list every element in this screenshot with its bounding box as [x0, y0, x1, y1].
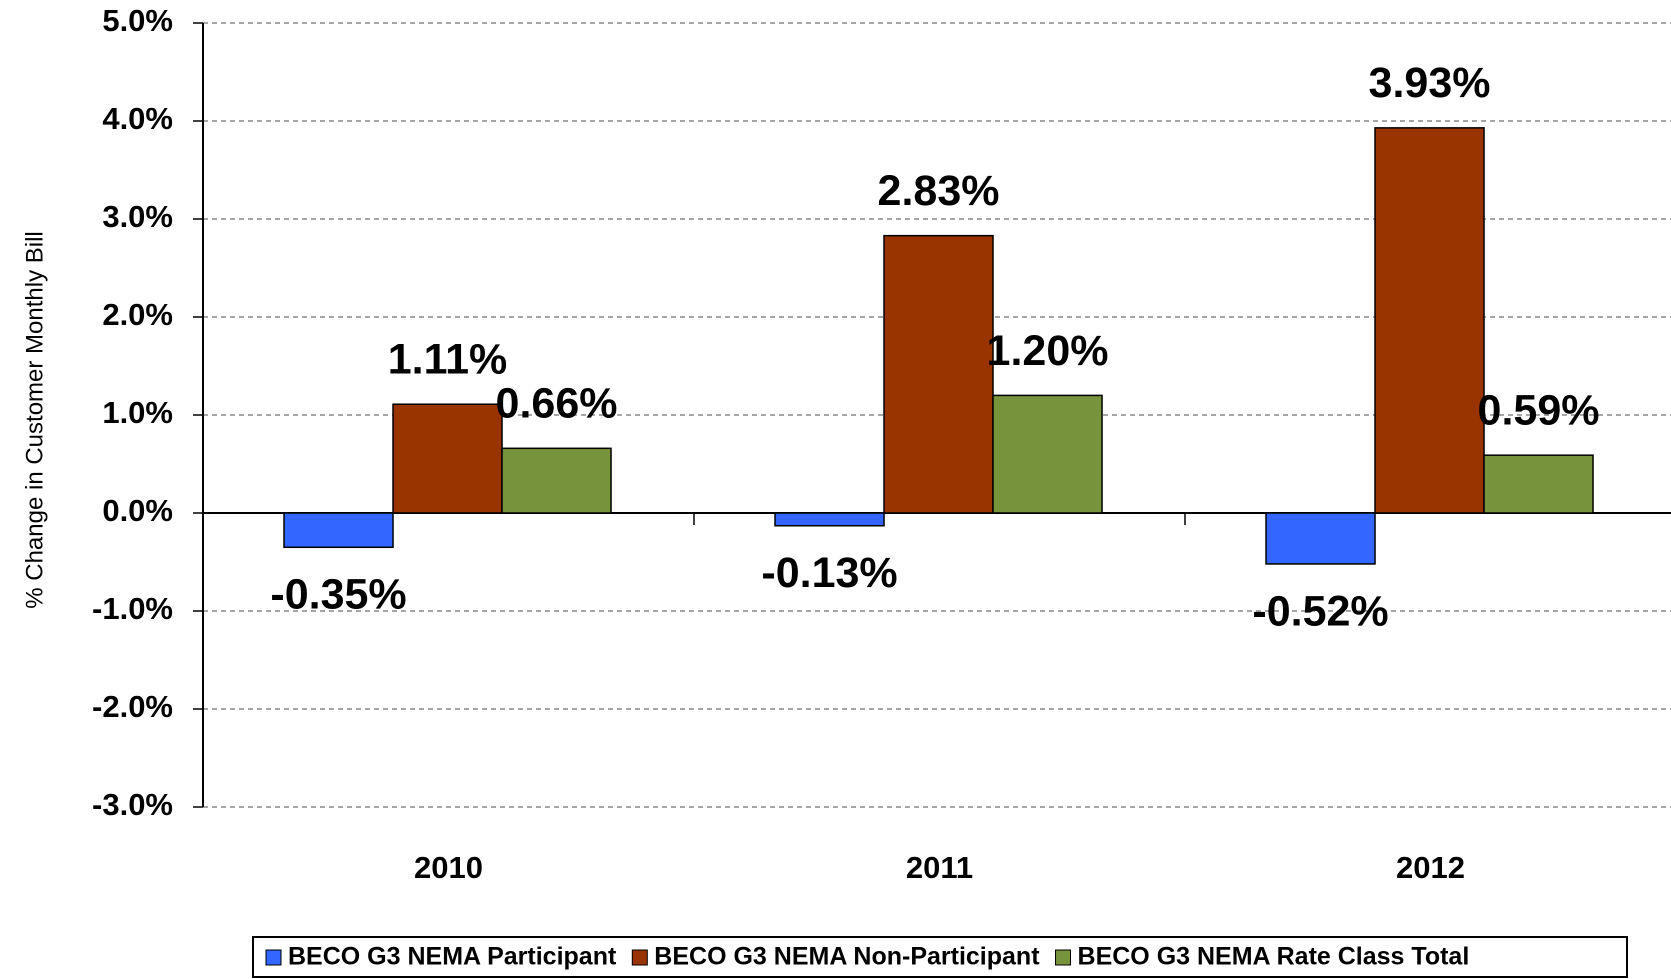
bar — [501, 447, 612, 514]
y-tick-label: -1.0% — [92, 591, 173, 626]
y-tick-label: 1.0% — [102, 395, 173, 430]
x-tick-label: 2010 — [414, 850, 483, 885]
y-tick-label: 2.0% — [102, 297, 173, 332]
bar — [1265, 512, 1376, 565]
bar — [992, 394, 1103, 514]
data-label: 0.59% — [1478, 387, 1600, 435]
data-label: -0.13% — [761, 549, 897, 597]
bar — [392, 403, 503, 514]
y-tick-label: 0.0% — [102, 493, 173, 528]
legend-swatch — [631, 949, 648, 966]
y-tick-label: -2.0% — [92, 689, 173, 724]
bar — [883, 234, 994, 514]
data-label: 3.93% — [1369, 59, 1491, 107]
data-label: 0.66% — [496, 380, 618, 428]
legend-label: BECO G3 NEMA Rate Class Total — [1078, 943, 1470, 971]
y-tick-label: 5.0% — [102, 3, 173, 38]
legend-swatch — [265, 949, 282, 966]
y-tick-label: 4.0% — [102, 101, 173, 136]
legend-box — [252, 936, 1628, 978]
data-label: 1.20% — [987, 327, 1109, 375]
y-tick-label: 3.0% — [102, 199, 173, 234]
data-label: -0.52% — [1252, 587, 1388, 635]
legend-swatch — [1055, 949, 1072, 966]
legend-label: BECO G3 NEMA Non-Participant — [654, 943, 1040, 971]
x-tick-label: 2012 — [1396, 850, 1465, 885]
bar — [1483, 454, 1594, 514]
y-axis-title: % Change in Customer Monthly Bill — [21, 231, 48, 609]
data-label: 2.83% — [878, 167, 1000, 215]
legend-label: BECO G3 NEMA Participant — [288, 943, 617, 971]
y-tick-label: -3.0% — [92, 787, 173, 822]
bar — [774, 512, 885, 527]
data-label: -0.35% — [270, 571, 406, 619]
data-label: 1.11% — [388, 336, 508, 384]
bar — [1374, 127, 1485, 514]
bar — [283, 512, 394, 549]
x-tick-label: 2011 — [906, 850, 973, 885]
